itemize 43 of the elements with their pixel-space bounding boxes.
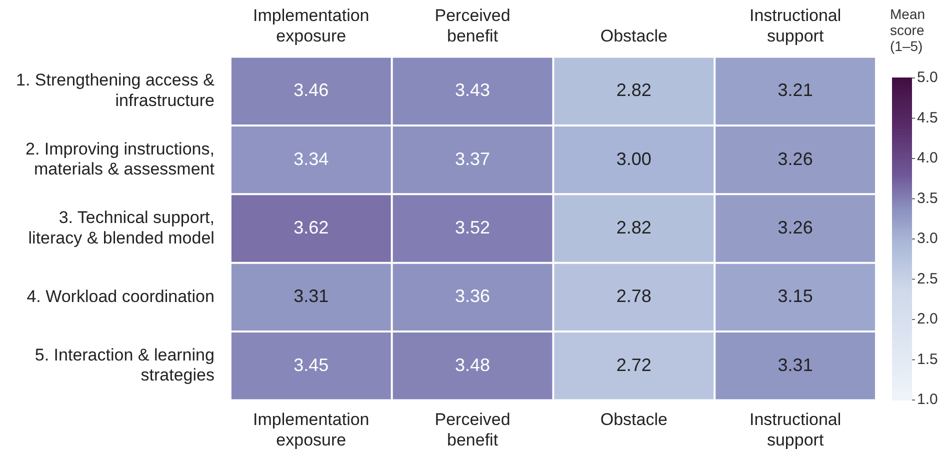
color-bar-label: 2.5: [917, 270, 938, 288]
x-tick-label: Perceived benefit: [434, 6, 510, 46]
data-label: 2.82: [616, 217, 652, 238]
color-bar-label: 1.0: [917, 391, 938, 408]
data-label: 3.37: [455, 148, 490, 169]
color-bar-label: 2.0: [917, 310, 938, 328]
data-label: 3.21: [778, 80, 813, 100]
x-tick-label: Instructional support: [749, 6, 842, 46]
data-label: 3.34: [294, 148, 329, 169]
data-label: 3.00: [616, 148, 652, 169]
data-label: 3.15: [778, 286, 813, 306]
category-label: Instructional support: [749, 410, 842, 450]
data-label: 3.31: [294, 286, 329, 306]
color-bar-label: 1.5: [917, 350, 938, 368]
data-label: 3.26: [778, 148, 813, 169]
color-bar-label: 3.0: [917, 230, 938, 248]
y-tick-label: 3. Technical support, literacy & blended model: [28, 208, 214, 248]
color-bar-label: 4.5: [917, 109, 938, 126]
y-tick-label: 4. Workload coordination: [26, 286, 214, 306]
data-label: 3.36: [455, 286, 490, 306]
y-tick-label: 5. Interaction & learning strategies: [34, 345, 214, 385]
color-bar-label: 3.5: [917, 190, 938, 207]
color-bar-title: Mean score (1–5): [890, 6, 926, 54]
y-tick-label: 2. Improving instructions, materials & assessment: [25, 139, 215, 179]
data-label: 3.45: [294, 354, 329, 375]
data-label: 2.72: [616, 354, 652, 375]
data-label: 3.62: [294, 217, 329, 238]
data-label: 3.52: [455, 217, 490, 238]
x-tick-label: Implementation exposure: [253, 6, 370, 46]
data-label: 3.43: [455, 80, 490, 100]
color-bar-label: 4.0: [917, 150, 938, 167]
category-label: Perceived benefit: [434, 410, 510, 450]
data-label: 2.78: [616, 286, 652, 306]
data-label: 3.31: [778, 354, 813, 375]
data-label: 2.82: [616, 80, 652, 100]
category-label: Implementation exposure: [253, 410, 370, 450]
data-label: 3.48: [455, 354, 490, 375]
data-label: 3.46: [294, 80, 329, 100]
data-label: 3.26: [778, 217, 813, 238]
y-tick-label: 1. Strengthening access & infrastructure: [16, 70, 216, 110]
color-bar-label: 5.0: [917, 69, 938, 86]
x-tick-label: Obstacle: [600, 26, 668, 46]
category-label: Obstacle: [600, 410, 668, 430]
